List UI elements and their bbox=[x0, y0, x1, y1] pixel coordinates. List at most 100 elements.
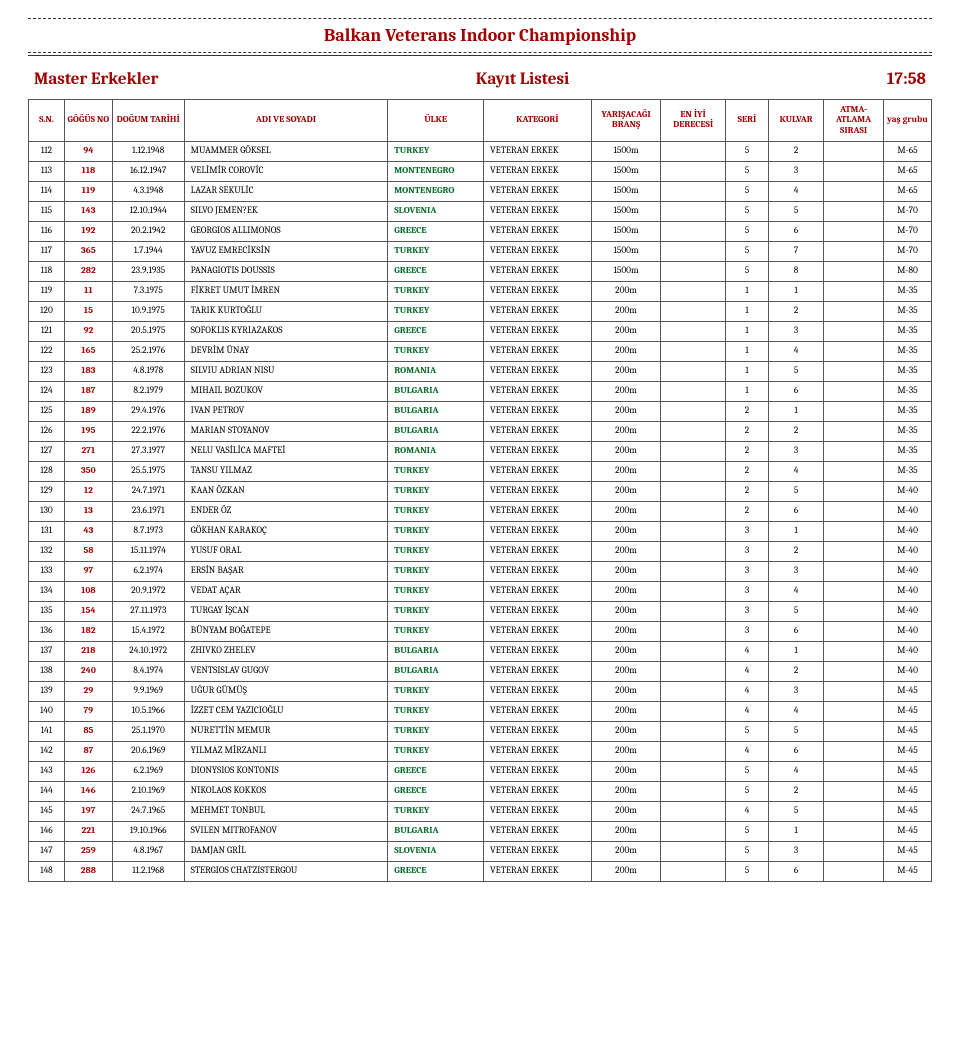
cell-atma bbox=[824, 601, 884, 621]
cell-brans: 200m bbox=[591, 721, 660, 741]
cell-ad: TURGAY İŞCAN bbox=[184, 601, 388, 621]
cell-eniyi bbox=[661, 641, 726, 661]
cell-brans: 200m bbox=[591, 441, 660, 461]
cell-yas: M-40 bbox=[884, 481, 932, 501]
cell-eniyi bbox=[661, 401, 726, 421]
cell-brans: 1500m bbox=[591, 221, 660, 241]
cell-kat: VETERAN ERKEK bbox=[484, 361, 592, 381]
table-row: 13618215.4.1972BÜNYAM BOĞATEPETURKEYVETE… bbox=[29, 621, 932, 641]
cell-kulv: 6 bbox=[769, 861, 824, 881]
table-row: 131438.7.1973GÖKHAN KARAKOÇTURKEYVETERAN… bbox=[29, 521, 932, 541]
cell-yas: M-35 bbox=[884, 301, 932, 321]
cell-gogus: 92 bbox=[64, 321, 112, 341]
cell-seri: 3 bbox=[725, 601, 768, 621]
cell-ulke: GREECE bbox=[388, 221, 484, 241]
cell-eniyi bbox=[661, 161, 726, 181]
cell-sn: 135 bbox=[29, 601, 65, 621]
cell-dogum: 12.10.1944 bbox=[112, 201, 184, 221]
cell-kulv: 4 bbox=[769, 461, 824, 481]
cell-gogus: 143 bbox=[64, 201, 112, 221]
cell-gogus: 126 bbox=[64, 761, 112, 781]
cell-dogum: 24.7.1971 bbox=[112, 481, 184, 501]
cell-brans: 200m bbox=[591, 561, 660, 581]
cell-kat: VETERAN ERKEK bbox=[484, 501, 592, 521]
cell-dogum: 24.7.1965 bbox=[112, 801, 184, 821]
cell-yas: M-40 bbox=[884, 661, 932, 681]
table-row: 14622119.10.1966SVILEN MITROFANOVBULGARI… bbox=[29, 821, 932, 841]
cell-brans: 200m bbox=[591, 801, 660, 821]
cell-ulke: MONTENEGRO bbox=[388, 161, 484, 181]
cell-ad: MEHMET TONBUL bbox=[184, 801, 388, 821]
cell-kulv: 1 bbox=[769, 281, 824, 301]
col-brans: YARIŞACAĞI BRANŞ bbox=[591, 100, 660, 142]
cell-sn: 146 bbox=[29, 821, 65, 841]
col-yas: yaş grubu bbox=[884, 100, 932, 142]
cell-brans: 200m bbox=[591, 821, 660, 841]
cell-seri: 3 bbox=[725, 581, 768, 601]
cell-eniyi bbox=[661, 621, 726, 641]
cell-atma bbox=[824, 421, 884, 441]
cell-seri: 4 bbox=[725, 641, 768, 661]
cell-dogum: 20.9.1972 bbox=[112, 581, 184, 601]
cell-brans: 200m bbox=[591, 741, 660, 761]
cell-eniyi bbox=[661, 281, 726, 301]
col-sn: S.N. bbox=[29, 100, 65, 142]
cell-kat: VETERAN ERKEK bbox=[484, 321, 592, 341]
table-row: 12727127.3.1977NELU VASİLİCA MAFTEİROMAN… bbox=[29, 441, 932, 461]
cell-seri: 5 bbox=[725, 821, 768, 841]
cell-gogus: 182 bbox=[64, 621, 112, 641]
cell-ad: NIKOLAOS KOKKOS bbox=[184, 781, 388, 801]
cell-ad: DEVRİM ÜNAY bbox=[184, 341, 388, 361]
cell-kulv: 7 bbox=[769, 241, 824, 261]
cell-kulv: 2 bbox=[769, 661, 824, 681]
col-atma: ATMA-ATLAMA SIRASI bbox=[824, 100, 884, 142]
cell-dogum: 23.6.1971 bbox=[112, 501, 184, 521]
cell-dogum: 9.9.1969 bbox=[112, 681, 184, 701]
cell-gogus: 165 bbox=[64, 341, 112, 361]
table-row: 1418525.1.1970NURETTİN MEMURTURKEYVETERA… bbox=[29, 721, 932, 741]
cell-kulv: 5 bbox=[769, 481, 824, 501]
cell-yas: M-45 bbox=[884, 681, 932, 701]
cell-dogum: 23.9.1935 bbox=[112, 261, 184, 281]
cell-yas: M-40 bbox=[884, 601, 932, 621]
cell-kat: VETERAN ERKEK bbox=[484, 221, 592, 241]
cell-kulv: 3 bbox=[769, 441, 824, 461]
cell-atma bbox=[824, 341, 884, 361]
cell-seri: 2 bbox=[725, 461, 768, 481]
cell-ulke: BULGARIA bbox=[388, 401, 484, 421]
cell-kat: VETERAN ERKEK bbox=[484, 421, 592, 441]
cell-sn: 129 bbox=[29, 481, 65, 501]
cell-gogus: 197 bbox=[64, 801, 112, 821]
cell-gogus: 97 bbox=[64, 561, 112, 581]
cell-eniyi bbox=[661, 661, 726, 681]
cell-ad: VEDAT AÇAR bbox=[184, 581, 388, 601]
cell-eniyi bbox=[661, 861, 726, 881]
cell-seri: 4 bbox=[725, 661, 768, 681]
cell-atma bbox=[824, 721, 884, 741]
table-row: 11828223.9.1935PANAGIOTIS DOUSSISGREECEV… bbox=[29, 261, 932, 281]
col-kategori: KATEGORİ bbox=[484, 100, 592, 142]
cell-yas: M-45 bbox=[884, 801, 932, 821]
cell-seri: 5 bbox=[725, 781, 768, 801]
cell-yas: M-45 bbox=[884, 821, 932, 841]
cell-yas: M-35 bbox=[884, 461, 932, 481]
cell-kulv: 6 bbox=[769, 741, 824, 761]
subtitle-center: Kayıt Listesi bbox=[476, 70, 570, 89]
cell-atma bbox=[824, 841, 884, 861]
cell-seri: 1 bbox=[725, 341, 768, 361]
table-row: 1291224.7.1971KAAN ÖZKANTURKEYVETERAN ER… bbox=[29, 481, 932, 501]
cell-gogus: 43 bbox=[64, 521, 112, 541]
cell-gogus: 192 bbox=[64, 221, 112, 241]
cell-brans: 200m bbox=[591, 541, 660, 561]
cell-gogus: 15 bbox=[64, 301, 112, 321]
cell-ad: YAVUZ EMRECİKSİN bbox=[184, 241, 388, 261]
cell-atma bbox=[824, 381, 884, 401]
cell-ad: BÜNYAM BOĞATEPE bbox=[184, 621, 388, 641]
cell-eniyi bbox=[661, 181, 726, 201]
cell-kulv: 3 bbox=[769, 561, 824, 581]
cell-seri: 5 bbox=[725, 241, 768, 261]
cell-ulke: TURKEY bbox=[388, 461, 484, 481]
cell-sn: 122 bbox=[29, 341, 65, 361]
cell-ulke: BULGARIA bbox=[388, 421, 484, 441]
cell-gogus: 58 bbox=[64, 541, 112, 561]
